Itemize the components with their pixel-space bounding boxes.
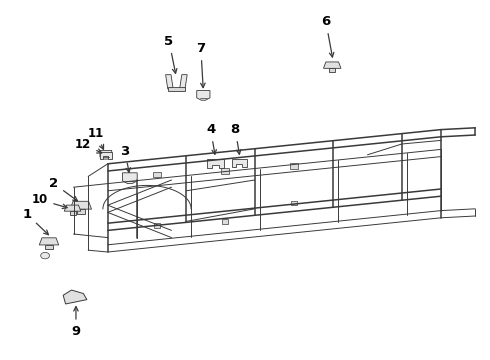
Text: 2: 2 (49, 177, 77, 201)
Polygon shape (232, 159, 246, 167)
Bar (221, 168, 229, 174)
Bar (168, 87, 185, 90)
Polygon shape (329, 68, 335, 72)
Text: 8: 8 (231, 123, 241, 154)
Bar (154, 223, 160, 228)
Polygon shape (180, 75, 187, 89)
Text: 3: 3 (121, 145, 130, 172)
Text: 12: 12 (75, 138, 101, 153)
Bar (222, 219, 228, 224)
Polygon shape (100, 150, 112, 159)
Text: 11: 11 (87, 127, 104, 149)
Polygon shape (207, 159, 224, 168)
Text: 7: 7 (196, 42, 205, 87)
Polygon shape (46, 245, 52, 249)
Bar (291, 201, 297, 205)
Polygon shape (122, 173, 137, 184)
Polygon shape (70, 201, 92, 209)
Polygon shape (64, 205, 81, 211)
Circle shape (41, 252, 49, 259)
Bar (153, 172, 161, 177)
Text: 4: 4 (206, 123, 217, 154)
Polygon shape (196, 91, 210, 100)
Bar (290, 163, 298, 169)
Text: 1: 1 (23, 208, 49, 235)
Text: 9: 9 (72, 307, 80, 338)
Text: 6: 6 (321, 15, 334, 57)
Text: 10: 10 (32, 193, 67, 208)
Text: 5: 5 (165, 35, 177, 73)
Polygon shape (63, 290, 87, 304)
Polygon shape (166, 75, 173, 89)
Polygon shape (77, 209, 85, 214)
Polygon shape (39, 238, 59, 245)
Polygon shape (323, 62, 341, 68)
Polygon shape (70, 211, 75, 215)
Polygon shape (99, 152, 112, 159)
